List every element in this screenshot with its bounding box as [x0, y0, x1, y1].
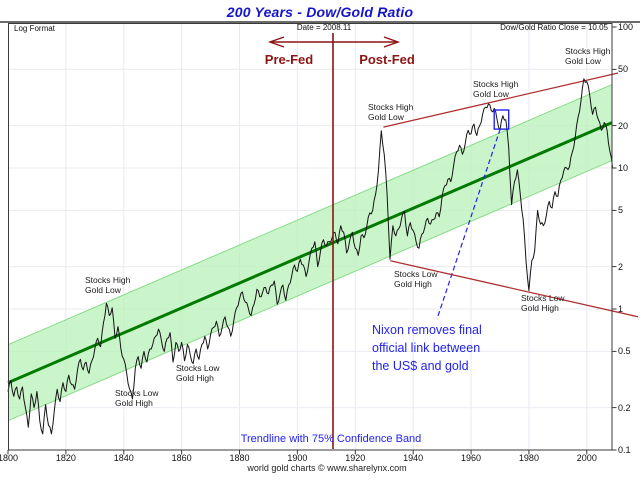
post-fed-label: Post-Fed	[359, 52, 415, 67]
title-divider	[0, 21, 640, 23]
nixon-connector	[436, 128, 501, 320]
pre-fed-label: Pre-Fed	[264, 52, 314, 67]
trendline-note: Trendline with 75% Confidence Band	[240, 433, 422, 445]
credit-line: world gold charts © www.sharelynx.com	[247, 463, 407, 473]
nixon-event-box	[493, 109, 510, 130]
arrow-head-left	[267, 36, 285, 48]
plot-frame	[8, 23, 613, 451]
nixon-annotation: Nixon removes final official link between…	[372, 323, 482, 373]
log-format-label: Log Format	[14, 24, 55, 33]
band-edge-top	[7, 84, 613, 346]
channel-line	[383, 72, 619, 128]
date-label: Date = 2008.11	[296, 23, 352, 32]
page-title: 200 Years - Dow/Gold Ratio	[226, 4, 414, 20]
channel-line	[390, 260, 639, 318]
arrow-head-right	[383, 36, 401, 48]
ratio-close-label: Dow/Gold Ratio Close = 10.05	[500, 23, 608, 32]
dow-gold-series	[7, 78, 614, 435]
